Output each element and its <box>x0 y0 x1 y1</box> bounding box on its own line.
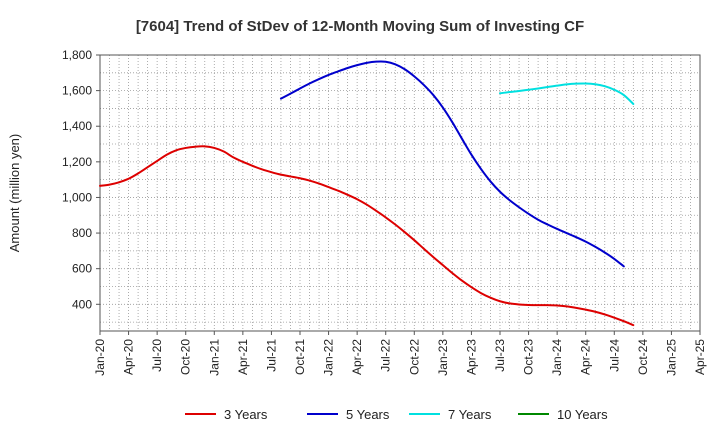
y-tick-label: 1,800 <box>62 48 92 62</box>
legend-item-10-years: 10 Years <box>518 407 608 422</box>
y-tick-label: 800 <box>72 226 92 240</box>
series-layer <box>99 60 635 327</box>
x-tick-label: Apr-20 <box>122 339 136 375</box>
x-tick-label: Apr-24 <box>579 339 593 375</box>
x-tick-label: Jul-23 <box>493 339 507 372</box>
x-tick-label: Jul-20 <box>150 339 164 372</box>
x-tick-label: Oct-20 <box>179 339 193 375</box>
x-tick-label: Jul-22 <box>379 339 393 372</box>
chart-title: [7604] Trend of StDev of 12-Month Moving… <box>136 18 584 35</box>
plot-frame <box>99 54 701 332</box>
x-axis: Jan-20 Apr-20 Jul-20 Oct-20 Jan-21 Apr-21 Jul-… <box>93 331 707 376</box>
x-tick-label: Jan-23 <box>436 339 450 376</box>
legend: 3 Years 5 Years 7 Years 10 Years <box>185 407 608 422</box>
legend-label: 7 Years <box>448 407 492 422</box>
x-tick-label: Apr-25 <box>693 339 707 375</box>
x-tick-label: Jan-22 <box>322 339 336 376</box>
x-tick-label: Jan-25 <box>664 339 678 376</box>
grid <box>100 55 700 331</box>
x-tick-label: Jan-21 <box>207 339 221 376</box>
legend-label: 5 Years <box>346 407 390 422</box>
legend-label: 10 Years <box>557 407 608 422</box>
y-tick-label: 1,400 <box>62 119 92 133</box>
y-tick-label: 1,000 <box>62 190 92 204</box>
x-tick-label: Apr-21 <box>236 339 250 375</box>
y-axis-label: Amount (million yen) <box>7 134 22 253</box>
legend-item-5-years: 5 Years <box>307 407 390 422</box>
y-tick-label: 600 <box>72 262 92 276</box>
x-tick-label: Oct-22 <box>407 339 421 375</box>
x-tick-label: Oct-24 <box>636 339 650 375</box>
x-tick-label: Oct-21 <box>293 339 307 375</box>
x-tick-label: Jul-24 <box>607 339 621 372</box>
x-tick-label: Jan-20 <box>93 339 107 376</box>
x-tick-label: Oct-23 <box>522 339 536 375</box>
legend-label: 3 Years <box>224 407 268 422</box>
x-tick-label: Jul-21 <box>264 339 278 372</box>
series-line-3-years <box>99 145 635 327</box>
y-tick-label: 1,200 <box>62 155 92 169</box>
y-tick-label: 1,600 <box>62 84 92 98</box>
series-line-7-years <box>499 82 635 105</box>
series-line-5-years <box>279 60 625 268</box>
x-tick-label: Jan-24 <box>550 339 564 376</box>
x-tick-label: Apr-23 <box>464 339 478 375</box>
y-axis: 400 600 800 1,000 1,200 1,400 1,600 1,800 <box>62 48 100 311</box>
x-tick-label: Apr-22 <box>350 339 364 375</box>
y-tick-label: 400 <box>72 297 92 311</box>
legend-item-3-years: 3 Years <box>185 407 268 422</box>
legend-item-7-years: 7 Years <box>409 407 492 422</box>
